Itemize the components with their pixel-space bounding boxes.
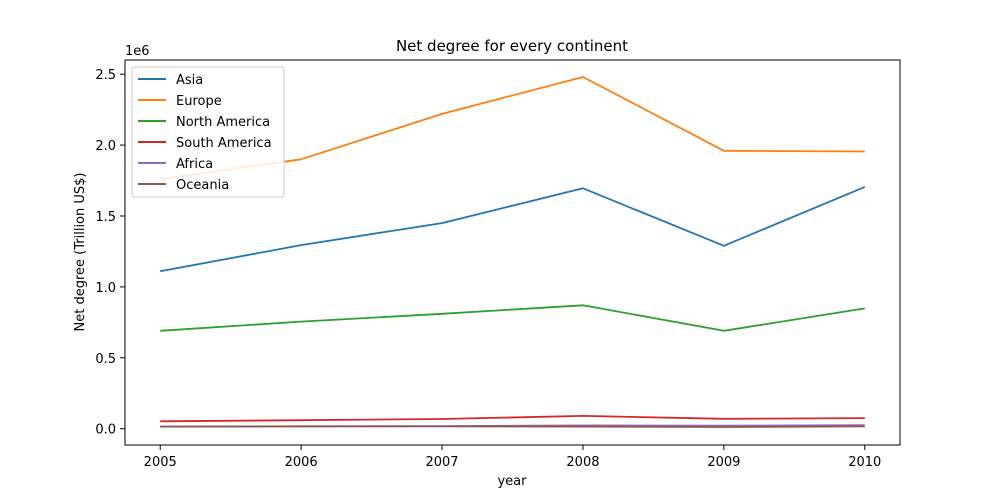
legend-box — [131, 66, 285, 198]
y-axis: 0.0 0.5 1.0 1.5 2.0 2.5 — [95, 68, 125, 438]
y-tick-label: 2.0 — [95, 139, 116, 154]
x-tick-label: 2010 — [848, 455, 881, 470]
legend-label: Europe — [176, 94, 222, 109]
legend-label: Africa — [176, 157, 213, 172]
y-tick-label: 1.0 — [95, 281, 116, 296]
legend-label: South America — [176, 136, 272, 151]
legend-label: Oceania — [176, 178, 229, 193]
x-tick-label: 2006 — [285, 455, 318, 470]
legend-label: North America — [176, 115, 270, 130]
series-line-asia — [160, 186, 866, 273]
y-axis-label: Net degree (Trillion US$) — [73, 173, 88, 332]
x-axis: 2005 2006 2007 2008 2009 2010 — [144, 445, 881, 470]
y-tick-label: 1.5 — [95, 210, 116, 225]
legend-label: Asia — [176, 73, 203, 88]
x-tick-label: 2005 — [144, 455, 177, 470]
series-line-north-america — [160, 304, 865, 332]
y-tick-label: 2.5 — [95, 68, 116, 83]
y-tick-label: 0.0 — [95, 423, 116, 438]
plot-frame — [124, 59, 901, 446]
x-axis-label: year — [497, 474, 527, 489]
legend: Asia Europe North America South America Afri… — [131, 66, 285, 198]
chart-title: Net degree for every continent — [396, 37, 628, 55]
x-tick-label: 2009 — [707, 455, 740, 470]
y-offset-label: 1e6 — [125, 44, 150, 59]
y-tick-label: 0.5 — [95, 352, 116, 367]
series-line-oceania — [160, 425, 865, 428]
x-tick-label: 2008 — [566, 455, 599, 470]
x-tick-label: 2007 — [425, 455, 458, 470]
series-line-south-america — [160, 414, 865, 423]
